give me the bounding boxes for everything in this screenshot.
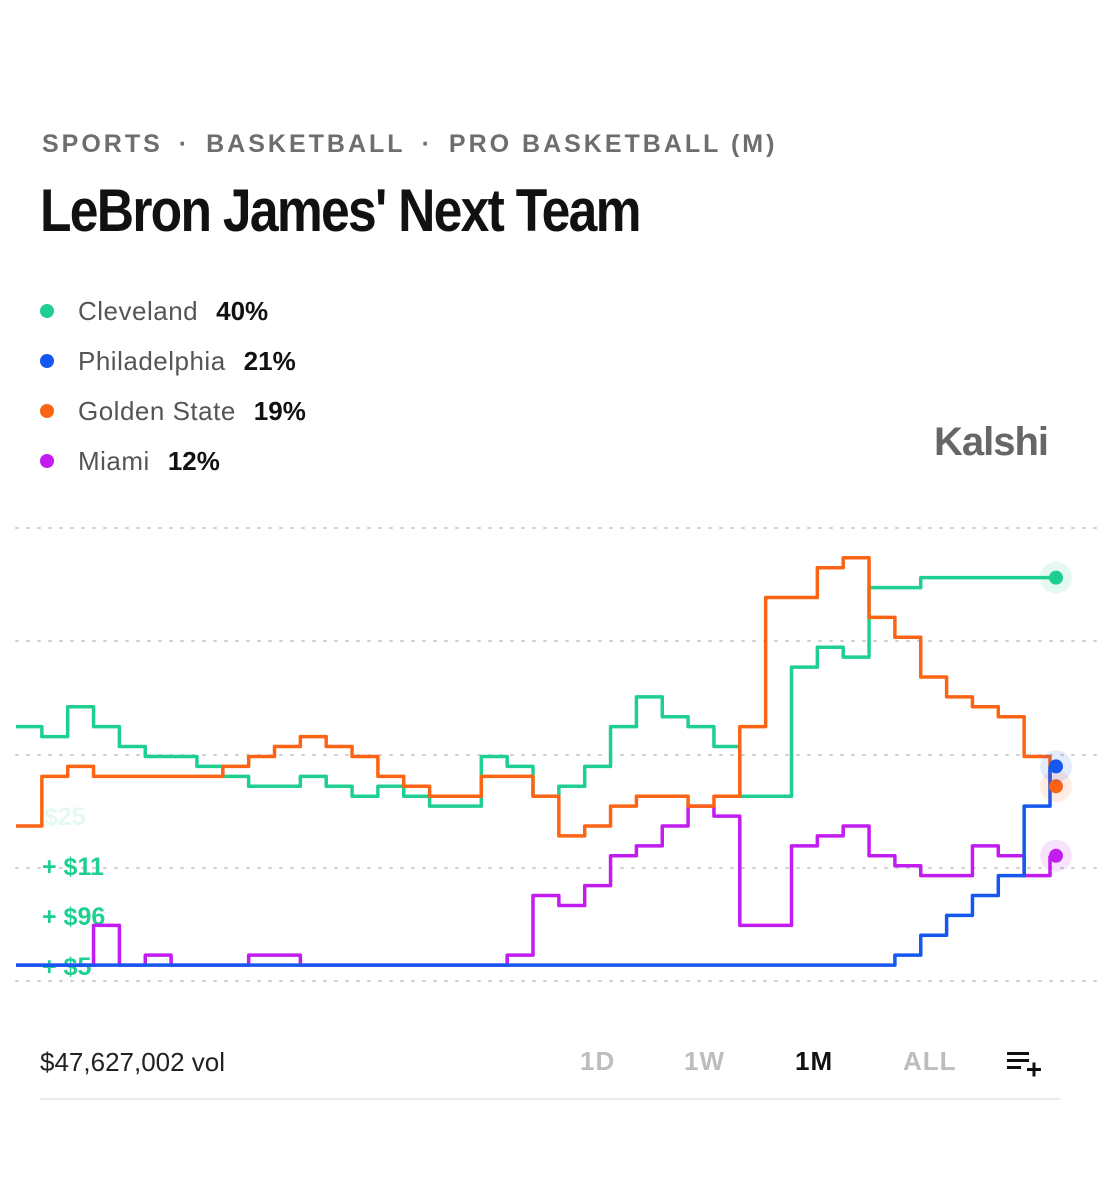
legend: Cleveland 40% Philadelphia 21% Golden St… bbox=[40, 286, 306, 486]
range-selector: 1D 1W 1M ALL bbox=[40, 1040, 1060, 1084]
series-line-cleveland bbox=[16, 575, 1050, 808]
range-all-button[interactable]: ALL bbox=[903, 1046, 957, 1076]
trade-ticker: $25 + $11 + $96 + $5 bbox=[42, 803, 105, 981]
legend-item-golden-state: Golden State 19% bbox=[40, 386, 306, 436]
endpoint-dot-cleveland bbox=[1049, 570, 1063, 585]
legend-name: Cleveland bbox=[78, 295, 199, 326]
breadcrumb-separator: · bbox=[178, 130, 191, 158]
kalshi-logo: Kalshi bbox=[934, 420, 1049, 464]
range-1m-button[interactable]: 1M bbox=[795, 1046, 834, 1076]
legend-item-miami: Miami 12% bbox=[40, 436, 306, 486]
footer-divider bbox=[40, 1098, 1060, 1100]
legend-item-philadelphia: Philadelphia 21% bbox=[40, 336, 306, 386]
chart-footer: $47,627,002 vol 1D 1W 1M ALL bbox=[40, 1040, 1060, 1084]
legend-name: Miami bbox=[78, 445, 150, 476]
volume-label: $47,627,002 vol bbox=[40, 1046, 226, 1077]
legend-percent: 12% bbox=[167, 445, 220, 476]
trade-label: + $5 bbox=[42, 953, 91, 981]
page-title: LeBron James' Next Team bbox=[40, 177, 642, 244]
range-1w-button[interactable]: 1W bbox=[684, 1046, 725, 1076]
endpoint-dot-miami bbox=[1049, 848, 1063, 863]
series-line-miami bbox=[16, 804, 1052, 967]
endpoint-dot-philadelphia bbox=[1049, 759, 1063, 774]
trade-label: + $11 bbox=[42, 853, 104, 881]
legend-percent: 19% bbox=[253, 395, 306, 426]
legend-item-cleveland: Cleveland 40% bbox=[40, 286, 306, 336]
chart-series bbox=[16, 556, 1072, 967]
legend-dot-golden-state bbox=[40, 404, 54, 418]
chart-gridlines bbox=[15, 527, 1097, 982]
legend-percent: 21% bbox=[243, 345, 296, 376]
endpoint-dot-golden-state bbox=[1049, 779, 1063, 794]
legend-name: Philadelphia bbox=[78, 345, 226, 376]
breadcrumb: SPORTS · BASKETBALL · PRO BASKETBALL (M) bbox=[42, 130, 777, 159]
legend-percent: 40% bbox=[216, 295, 269, 326]
legend-dot-philadelphia bbox=[40, 354, 54, 368]
price-chart[interactable]: $25 + $11 + $96 + $5 bbox=[0, 500, 1109, 1010]
series-line-philadelphia bbox=[16, 766, 1052, 967]
breadcrumb-basketball[interactable]: BASKETBALL bbox=[206, 130, 406, 158]
trade-label: $25 bbox=[44, 803, 86, 831]
legend-dot-miami bbox=[40, 454, 54, 468]
list-add-icon[interactable] bbox=[1005, 1046, 1045, 1078]
range-1d-button[interactable]: 1D bbox=[580, 1046, 616, 1076]
breadcrumb-sports[interactable]: SPORTS bbox=[42, 130, 163, 158]
breadcrumb-separator: · bbox=[421, 130, 433, 158]
legend-name: Golden State bbox=[78, 395, 236, 426]
breadcrumb-pro-basketball[interactable]: PRO BASKETBALL (M) bbox=[448, 130, 778, 158]
series-line-golden-state bbox=[16, 556, 1052, 838]
legend-dot-cleveland bbox=[40, 304, 54, 318]
